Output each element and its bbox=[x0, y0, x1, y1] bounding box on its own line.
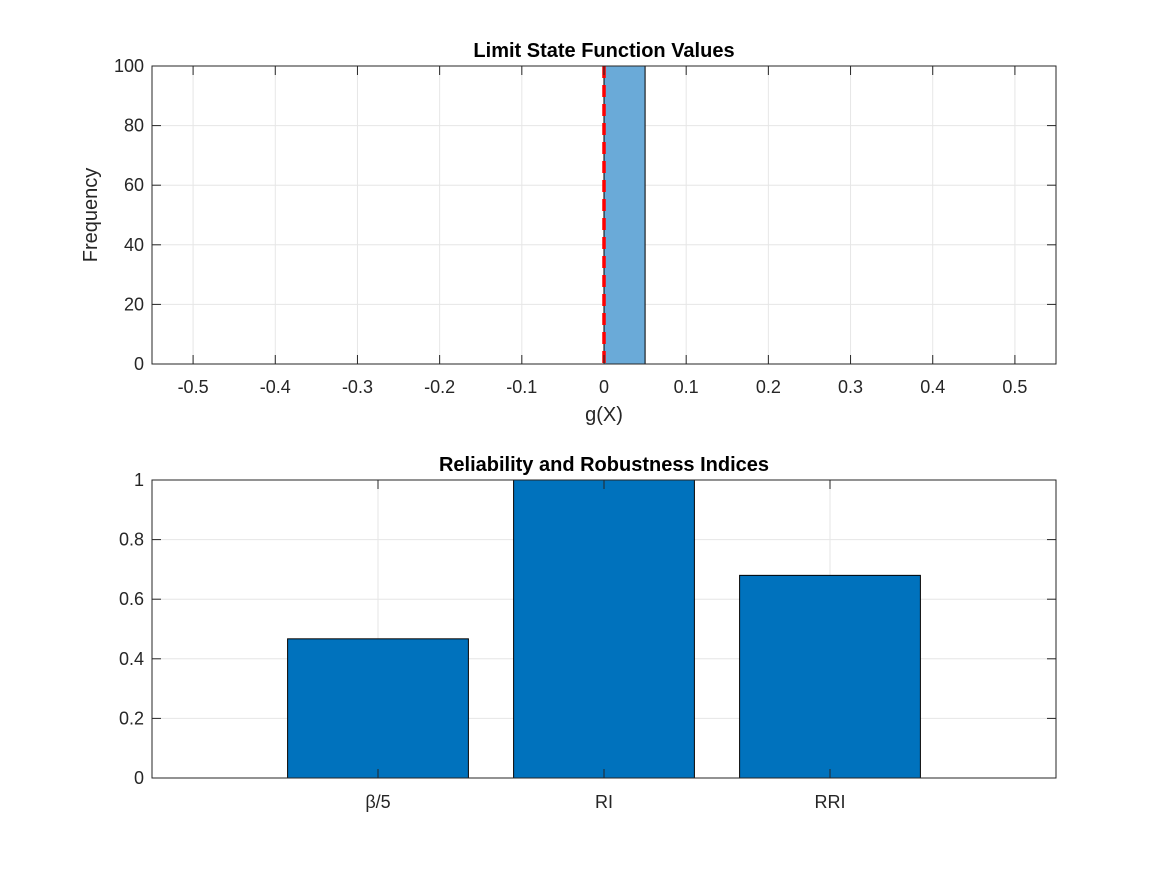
histogram-ylabel: Frequency bbox=[80, 168, 102, 263]
histogram-panel: Limit State Function Values -0.5 -0.4 -0.3… bbox=[80, 40, 1057, 426]
histogram-x-tick-label: 0.2 bbox=[756, 377, 781, 397]
histogram-x-tick-label: 0.3 bbox=[838, 377, 863, 397]
indices-y-tick-label: 1 bbox=[134, 470, 144, 490]
histogram-x-tick-label: -0.2 bbox=[424, 377, 455, 397]
indices-x-tick-label: β/5 bbox=[365, 792, 390, 812]
histogram-x-tick-label: -0.1 bbox=[506, 377, 537, 397]
histogram-x-tick-label: 0.1 bbox=[674, 377, 699, 397]
indices-bar bbox=[287, 638, 469, 779]
indices-y-tick-label: 0.6 bbox=[119, 589, 144, 609]
indices-x-tick-label: RI bbox=[595, 792, 613, 812]
histogram-y-tick-label: 0 bbox=[134, 354, 144, 374]
indices-bar bbox=[739, 574, 921, 779]
indices-bar bbox=[513, 479, 695, 779]
histogram-x-tick-label: 0.5 bbox=[1002, 377, 1027, 397]
histogram-xlabel: g(X) bbox=[585, 404, 623, 426]
histogram-y-tick-label: 40 bbox=[124, 235, 144, 255]
indices-marks bbox=[287, 479, 921, 779]
indices-panel: Reliability and Robustness Indices 00.20… bbox=[119, 454, 1057, 812]
indices-y-tick-label: 0.2 bbox=[119, 708, 144, 728]
histogram-title: Limit State Function Values bbox=[473, 40, 734, 62]
indices-title: Reliability and Robustness Indices bbox=[439, 454, 769, 476]
histogram-y-tick-label: 60 bbox=[124, 175, 144, 195]
histogram-marks bbox=[602, 65, 646, 365]
histogram-x-tick-label: -0.3 bbox=[342, 377, 373, 397]
histogram-y-tick-label: 80 bbox=[124, 116, 144, 136]
histogram-y-tick-label: 20 bbox=[124, 294, 144, 314]
indices-y-tick-label: 0.8 bbox=[119, 530, 144, 550]
histogram-x-tick-label: 0 bbox=[599, 377, 609, 397]
indices-y-tick-label: 0 bbox=[134, 768, 144, 788]
histogram-ticks: -0.5 -0.4 -0.3 -0.2 -0.1 0 0.1 0.2 0.3 0.4 0.5 0 20 4… bbox=[114, 56, 1056, 397]
histogram-bin bbox=[603, 65, 646, 365]
histogram-x-tick-label: -0.5 bbox=[178, 377, 209, 397]
histogram-x-tick-label: 0.4 bbox=[920, 377, 945, 397]
histogram-y-tick-label: 100 bbox=[114, 56, 144, 76]
indices-x-tick-label: RRI bbox=[815, 792, 846, 812]
histogram-x-tick-label: -0.4 bbox=[260, 377, 291, 397]
indices-y-tick-label: 0.4 bbox=[119, 649, 144, 669]
indices-ticks: 0 0.2 0.4 0.6 0.8 1 β/5 RI RRI bbox=[119, 470, 1056, 812]
